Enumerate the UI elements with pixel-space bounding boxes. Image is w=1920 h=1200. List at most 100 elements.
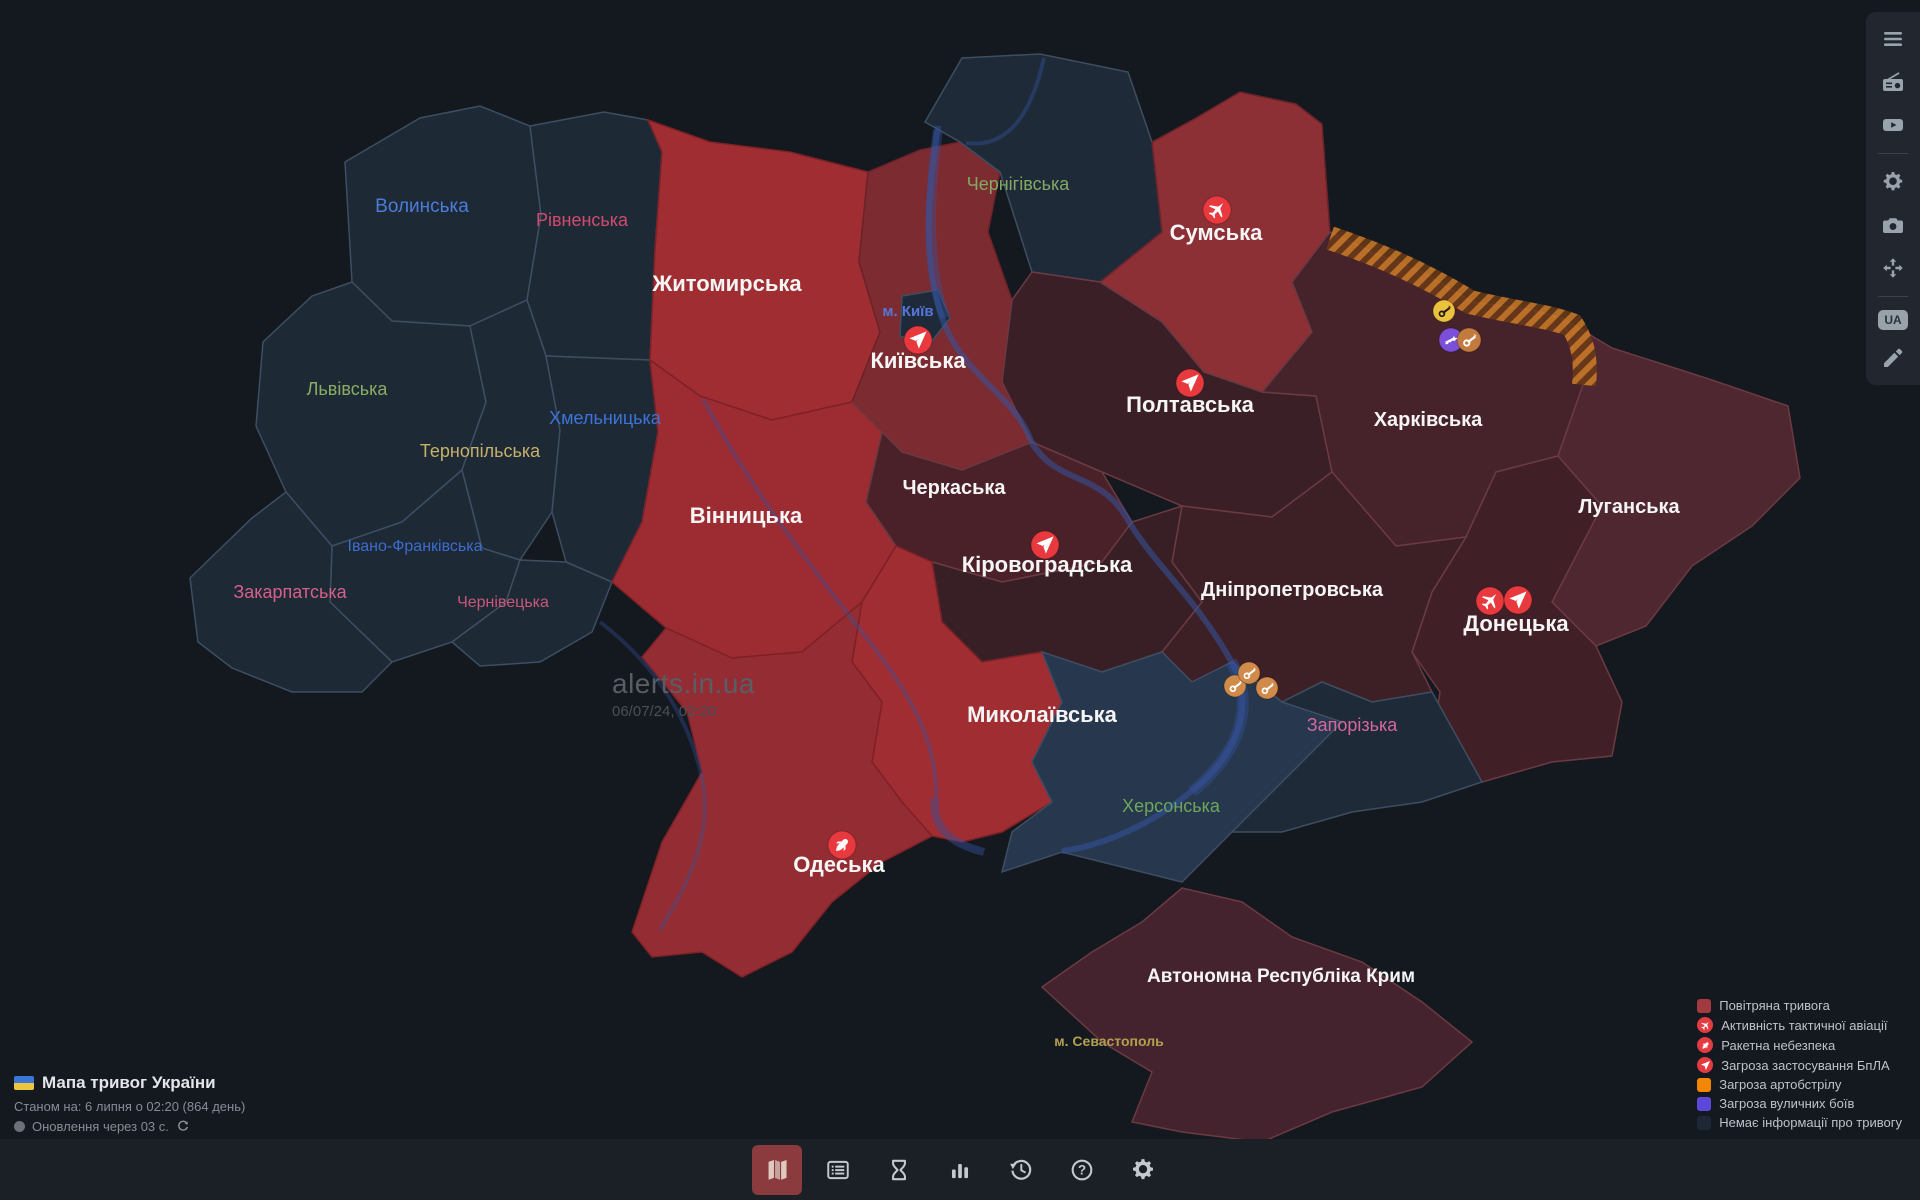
list-icon [825, 1157, 851, 1183]
legend-label: Загроза артобстрілу [1719, 1077, 1842, 1092]
alert-badge-drone [1503, 585, 1533, 615]
chart-icon [947, 1157, 973, 1183]
region-label: Полтавська [1126, 392, 1254, 417]
region-label: Харківська [1374, 409, 1483, 431]
pencil-icon [1881, 346, 1905, 370]
fullscreen-icon [1881, 256, 1905, 280]
region-label: Чернігівська [967, 174, 1071, 194]
sidebar-pencil-button[interactable] [1876, 343, 1910, 373]
menu-icon [1881, 27, 1905, 51]
region-zaporizhzhia[interactable] [1230, 681, 1484, 833]
sidebar-fullscreen-button[interactable] [1876, 253, 1910, 283]
region-crimea[interactable] [1040, 887, 1474, 1143]
region-label: Одеська [793, 852, 885, 877]
region-label: Луганська [1578, 496, 1680, 518]
region-ivano-frankivsk[interactable] [329, 468, 521, 663]
sidebar-menu-button[interactable] [1876, 24, 1910, 54]
legend: Повітряна тривога Активність тактичної ав… [1697, 998, 1902, 1130]
alert-badge-missile [827, 830, 857, 860]
region-label: Житомирська [651, 271, 802, 296]
alert-badge-artillery [1223, 674, 1247, 698]
region-rivne[interactable] [526, 111, 663, 361]
page-title: Мапа тривог України [42, 1073, 216, 1092]
toolbar-hourglass-button[interactable] [874, 1145, 924, 1195]
legend-item: Загроза застосування БпЛА [1697, 1057, 1902, 1073]
alert-badge-drone [903, 325, 933, 355]
status-line: Станом на: 6 липня о 02:20 (864 день) [14, 1099, 246, 1114]
legend-swatch [1697, 998, 1712, 1013]
rivers [598, 57, 1249, 932]
region-label: Херсонська [1122, 796, 1221, 816]
legend-badge-missile [1697, 1037, 1714, 1053]
region-label: Закарпатська [233, 582, 347, 602]
region-label: Київська [870, 348, 966, 373]
toolbar-map-button[interactable] [752, 1144, 802, 1195]
legend-item: Ракетна небезпека [1697, 1037, 1902, 1053]
sidebar-youtube-button[interactable] [1876, 110, 1910, 140]
region-label: Дніпропетровська [1201, 579, 1384, 601]
toolbar-list-button[interactable] [813, 1145, 863, 1195]
region-odesa[interactable] [631, 600, 934, 978]
language-button[interactable]: UA [1878, 310, 1908, 330]
right-sidebar: UA [1866, 12, 1920, 385]
region-zhytomyr[interactable] [646, 118, 881, 421]
alert-badge-jet [1202, 195, 1232, 225]
alert-badge-artillery [1432, 299, 1456, 323]
alert-badge-jet [1475, 586, 1505, 616]
radio-icon [1881, 70, 1905, 94]
settings-icon [1881, 170, 1905, 194]
region-label: Черкаська [902, 477, 1006, 499]
region-label: Волинська [375, 196, 469, 217]
drone-icon [1700, 1060, 1711, 1071]
legend-label: Ракетна небезпека [1721, 1037, 1836, 1053]
sidebar-camera-button[interactable] [1876, 210, 1910, 240]
region-label: Миколаївська [967, 702, 1118, 727]
toolbar-help-button[interactable] [1057, 1145, 1107, 1195]
map-icon [764, 1157, 790, 1183]
region-zakarpattia[interactable] [189, 490, 394, 693]
legend-item: Немає інформації про тривогу [1697, 1115, 1902, 1130]
legend-item: Повітряна тривога [1697, 998, 1902, 1013]
region-label: Запорізька [1307, 715, 1399, 735]
artillery-hatch-band [1326, 226, 1597, 387]
legend-label: Загроза вуличних боїв [1719, 1096, 1855, 1111]
region-label: Рівненська [536, 210, 629, 230]
alert-badge-artillery [1456, 327, 1482, 353]
legend-swatch [1697, 1077, 1712, 1092]
region-label: Кіровоградська [962, 552, 1133, 577]
sidebar-settings-button[interactable] [1876, 167, 1910, 197]
sidebar-radio-button[interactable] [1876, 67, 1910, 97]
region-chernivtsi[interactable] [450, 559, 613, 667]
toolbar-chart-button[interactable] [935, 1145, 985, 1195]
legend-label: Загроза застосування БпЛА [1721, 1057, 1890, 1073]
alert-badge-artillery [1237, 661, 1261, 685]
region-label: Львівська [307, 379, 389, 399]
toolbar-history-button[interactable] [996, 1145, 1046, 1195]
sidebar-divider [1878, 153, 1908, 154]
hourglass-icon [886, 1157, 912, 1183]
youtube-icon [1881, 113, 1905, 137]
region-label: Донецька [1463, 611, 1569, 636]
help-icon [1069, 1157, 1095, 1183]
alert-badge-drone [1175, 368, 1205, 398]
legend-item: Загроза артобстрілу [1697, 1077, 1902, 1092]
legend-badge-jet [1697, 1017, 1714, 1033]
region-ternopil[interactable] [461, 298, 561, 561]
history-icon [1008, 1157, 1034, 1183]
ukraine-flag-icon [14, 1076, 34, 1090]
legend-label: Повітряна тривога [1719, 998, 1830, 1013]
legend-label: Немає інформації про тривогу [1719, 1115, 1902, 1130]
bottom-toolbar [0, 1139, 1920, 1200]
missile-icon [1700, 1040, 1711, 1051]
legend-badge-drone [1697, 1057, 1714, 1073]
region-label: Тернопільська [420, 441, 541, 461]
legend-swatch [1697, 1115, 1712, 1130]
toolbar-settings2-button[interactable] [1118, 1145, 1168, 1195]
sidebar-divider [1878, 296, 1908, 297]
status-dot-icon [14, 1121, 25, 1132]
refresh-icon[interactable] [176, 1120, 190, 1134]
region-label: Автономна Республіка Крим [1147, 966, 1415, 987]
region-label: Сумська [1170, 220, 1264, 245]
region-label: Івано-Франківська [348, 538, 483, 555]
camera-icon [1881, 213, 1905, 237]
